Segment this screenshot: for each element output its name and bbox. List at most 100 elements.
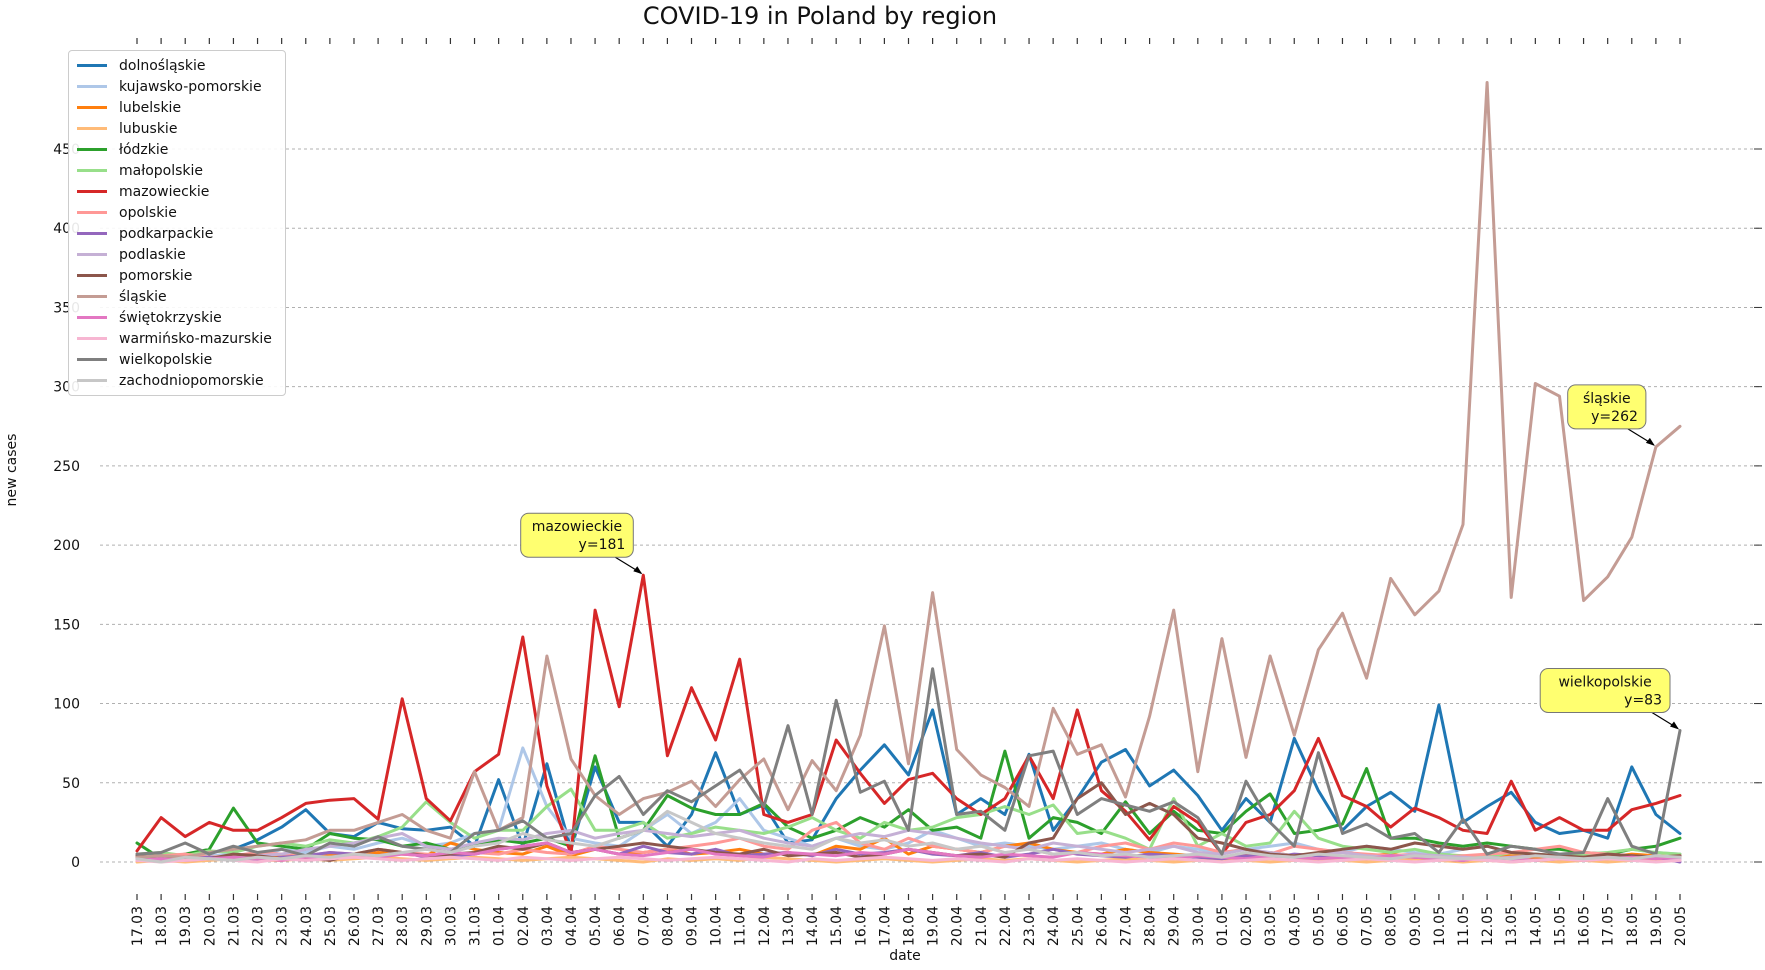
- x-tick-label: 07.04: [636, 906, 652, 946]
- x-tick-label: 12.05: [1480, 906, 1496, 946]
- y-tick-label: 0: [71, 855, 80, 871]
- y-tick-label: 250: [53, 459, 80, 475]
- legend-item: wielkopolskie: [77, 349, 277, 370]
- x-tick-label: 02.05: [1239, 906, 1255, 946]
- legend-swatch: [77, 295, 107, 298]
- legend-swatch: [77, 106, 107, 109]
- x-tick-label: 23.04: [1022, 906, 1038, 946]
- legend-label: pomorskie: [119, 267, 193, 284]
- annotation-layer: mazowieckie y=181 śląskie y=262 wielkopolski…: [520, 384, 1679, 730]
- x-tick-label: 31.03: [468, 906, 484, 946]
- x-tick-label: 19.05: [1649, 906, 1665, 946]
- legend-item: śląskie: [77, 286, 277, 307]
- legend-item: podkarpackie: [77, 223, 277, 244]
- x-tick-label: 20.05: [1673, 906, 1689, 946]
- legend-label: mazowieckie: [119, 183, 210, 200]
- legend-item: łódzkie: [77, 139, 277, 160]
- annotation-arrowhead: [1645, 437, 1655, 446]
- x-axis-label: date: [889, 948, 921, 964]
- y-tick-label: 50: [62, 776, 80, 792]
- legend-item: lubelskie: [77, 97, 277, 118]
- chart-title: COVID-19 in Poland by region: [643, 2, 997, 30]
- annotation-value-label: y=262: [1591, 409, 1638, 425]
- x-tick-label: 28.03: [395, 906, 411, 946]
- legend-swatch: [77, 253, 107, 256]
- x-tick-label: 29.04: [1167, 906, 1183, 946]
- legend-item: pomorskie: [77, 265, 277, 286]
- legend-label: lubuskie: [119, 120, 178, 137]
- x-tick-label: 19.04: [926, 906, 942, 946]
- x-tick-label: 26.03: [347, 906, 363, 946]
- x-tick-label: 25.03: [323, 906, 339, 946]
- legend-swatch: [77, 64, 107, 67]
- legend-label: wielkopolskie: [119, 351, 213, 368]
- series-layer: [135, 81, 1682, 864]
- x-tick-label: 04.04: [564, 906, 580, 946]
- annotation-series-label: wielkopolskie: [1558, 674, 1651, 690]
- x-tick-label: 22.04: [998, 906, 1014, 946]
- annotation-value-label: y=181: [579, 537, 626, 553]
- x-tick-label: 10.05: [1432, 906, 1448, 946]
- annotation-box: [1539, 667, 1671, 713]
- legend-swatch: [77, 232, 107, 235]
- legend-swatch: [77, 337, 107, 340]
- x-tick-label: 16.04: [853, 906, 869, 946]
- legend-label: łódzkie: [119, 141, 169, 158]
- x-tick-label: 30.03: [443, 906, 459, 946]
- series-line-14: [135, 667, 1682, 858]
- y-axis-label: new cases: [4, 434, 20, 507]
- x-tick-label: 08.04: [660, 906, 676, 946]
- legend-item: podlaskie: [77, 244, 277, 265]
- x-tick-label: 10.04: [709, 906, 725, 946]
- legend-swatch: [77, 358, 107, 361]
- x-tick-label: 23.03: [275, 906, 291, 946]
- legend: dolnośląskie kujawsko-pomorskie lubelskie l…: [68, 50, 286, 396]
- annotation-arrowhead: [633, 566, 643, 575]
- x-tick-label: 30.04: [1191, 906, 1207, 946]
- x-tick-label: 05.05: [1311, 906, 1327, 946]
- series-line-12: [135, 841, 1682, 862]
- x-tick-label: 24.04: [1046, 906, 1062, 946]
- x-tick-label: 27.03: [371, 906, 387, 946]
- x-tick-label: 29.03: [419, 906, 435, 946]
- x-tick-label: 17.04: [877, 906, 893, 946]
- annotation-series-label: śląskie: [1583, 391, 1631, 407]
- y-tick-label: 200: [53, 538, 80, 554]
- legend-item: dolnośląskie: [77, 55, 277, 76]
- x-tick-label: 13.05: [1504, 906, 1520, 946]
- x-tick-label: 15.05: [1552, 906, 1568, 946]
- legend-item: mazowieckie: [77, 181, 277, 202]
- x-tick-label: 08.05: [1384, 906, 1400, 946]
- series-line-1: [135, 746, 1682, 861]
- annotation-box: [1567, 384, 1647, 430]
- x-tick-label: 21.03: [226, 906, 242, 946]
- x-tick-label: 01.05: [1215, 906, 1231, 946]
- x-tick-label: 03.04: [540, 906, 556, 946]
- x-tick-label: 06.04: [612, 906, 628, 946]
- y-tick-label: 100: [53, 697, 80, 713]
- legend-label: lubelskie: [119, 99, 182, 116]
- legend-swatch: [77, 316, 107, 319]
- annotation-arrowhead: [1670, 721, 1679, 730]
- annotation-value-label: y=83: [1624, 692, 1662, 708]
- legend-item: warmińsko-mazurskie: [77, 328, 277, 349]
- annotation-box: [520, 512, 634, 558]
- legend-label: warmińsko-mazurskie: [119, 330, 272, 347]
- series-line-15: [135, 809, 1682, 864]
- x-tick-label: 09.05: [1408, 906, 1424, 946]
- legend-swatch: [77, 379, 107, 382]
- series-line-13: [135, 855, 1682, 864]
- x-tick-label: 19.03: [178, 906, 194, 946]
- legend-item: opolskie: [77, 202, 277, 223]
- x-tick-label: 11.05: [1456, 906, 1472, 946]
- x-tick-label: 17.03: [130, 906, 146, 946]
- legend-label: dolnośląskie: [119, 57, 206, 74]
- annotation-series-label: mazowieckie: [532, 519, 622, 535]
- x-tick-label: 13.04: [781, 906, 797, 946]
- x-tick-label: 05.04: [588, 906, 604, 946]
- legend-swatch: [77, 211, 107, 214]
- legend-item: lubuskie: [77, 118, 277, 139]
- x-tick-label: 20.04: [950, 906, 966, 946]
- legend-label: zachodniopomorskie: [119, 372, 264, 389]
